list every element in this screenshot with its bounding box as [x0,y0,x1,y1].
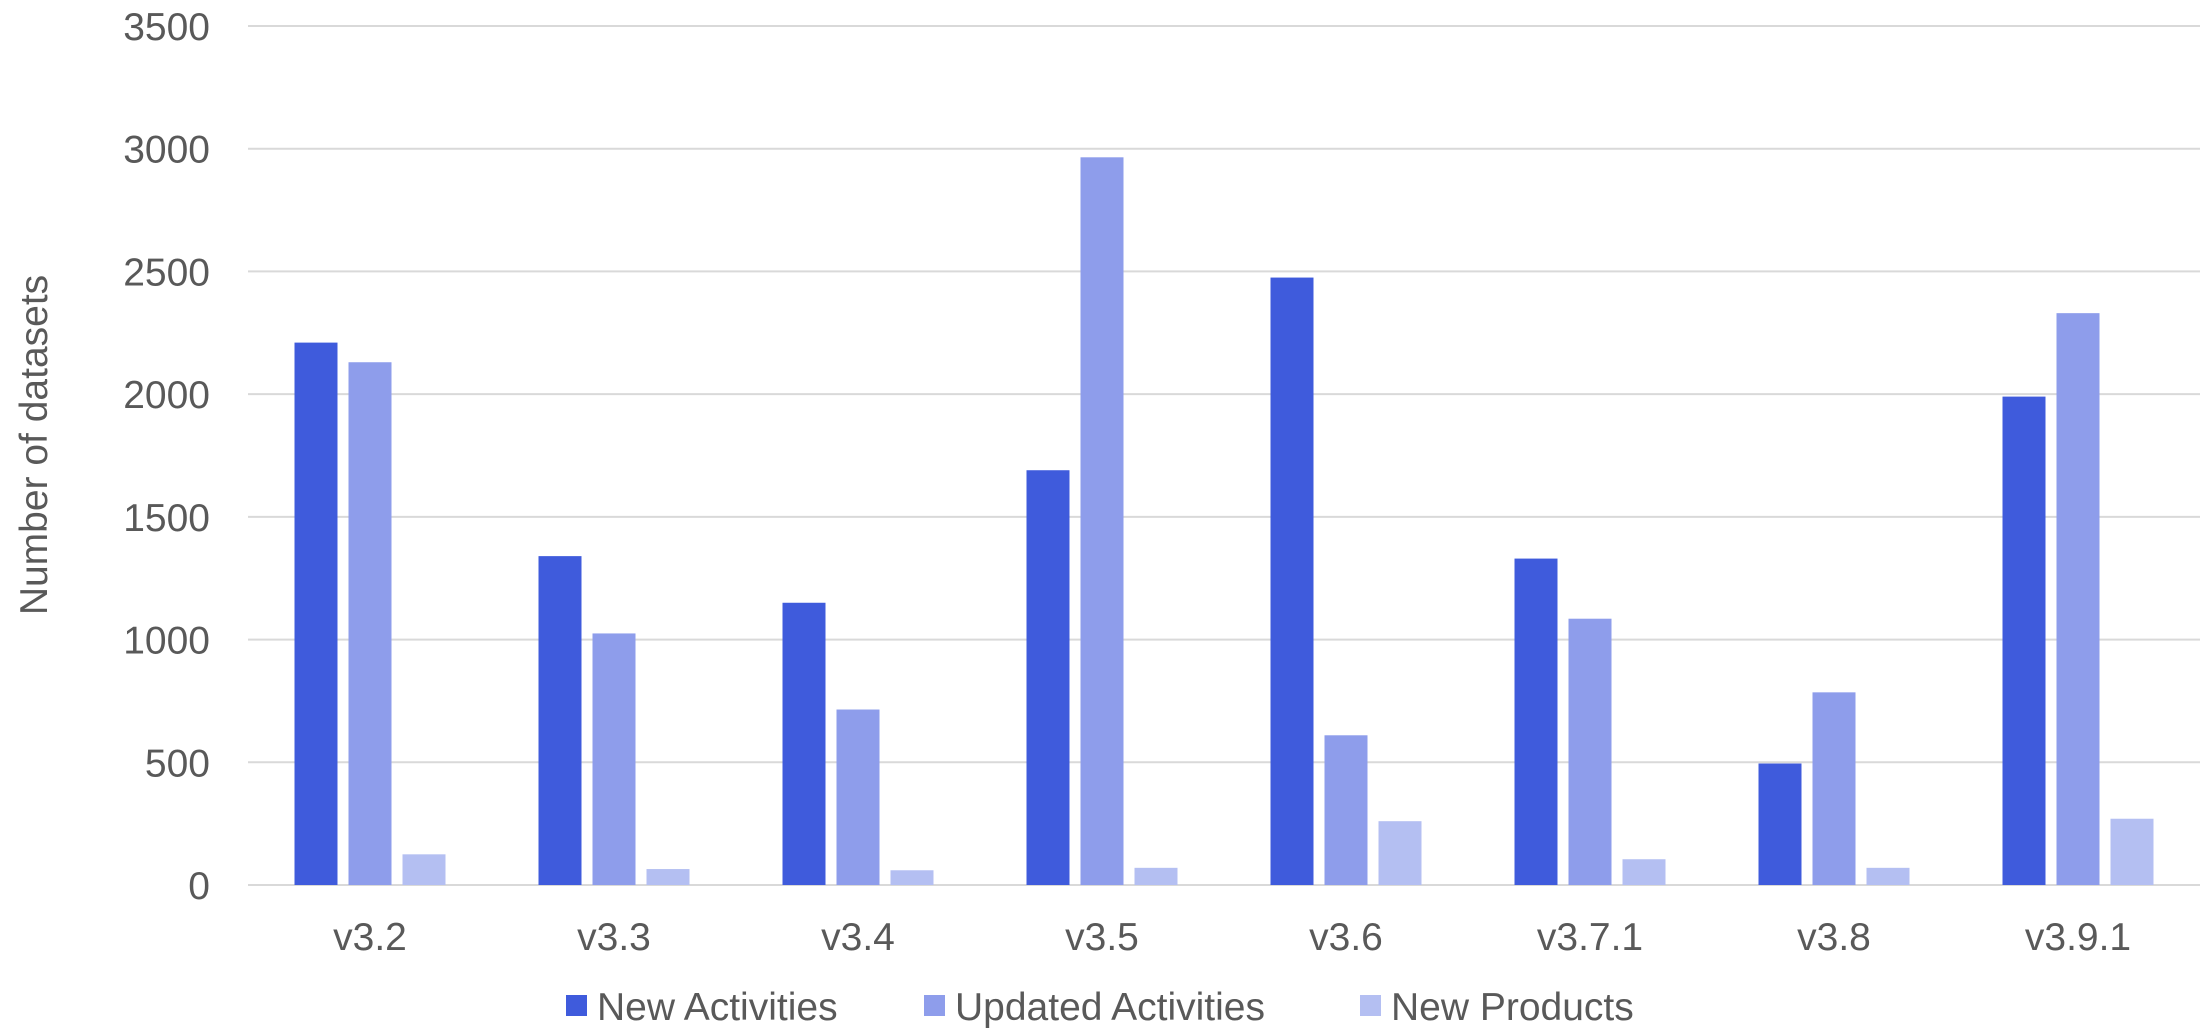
x-tick-label: v3.3 [577,916,651,959]
legend-swatch [924,995,945,1016]
bar-new-products [1134,867,1178,885]
x-tick-label: v3.6 [1309,916,1383,959]
bars [294,157,2154,885]
x-axis-ticks: v3.2 v3.3 v3.4 v3.5 v3.6 v3.7.1 v3.8 v3.9.1 [333,916,2131,959]
bar-new-activities [538,556,582,885]
legend-label: New Activities [597,986,838,1029]
bar-new-products [1622,859,1666,885]
legend-label: Updated Activities [955,986,1265,1029]
y-axis-ticks: 0 500 1000 1500 2000 2500 3000 3500 [123,6,210,908]
legend-swatch [1360,995,1381,1016]
bar-new-products [1866,867,1910,885]
bar-new-activities [1514,558,1558,885]
x-tick-label: v3.8 [1797,916,1871,959]
legend: New Activities Updated Activities New Prod… [566,986,1634,1029]
y-tick-label: 2000 [123,374,210,417]
bar-new-products [1378,821,1422,885]
legend-label: New Products [1391,986,1634,1029]
bar-new-activities [1758,763,1802,885]
y-tick-label: 1000 [123,620,210,663]
bar-new-activities [1026,470,1070,885]
y-tick-label: 500 [145,742,210,785]
bar-updated-activities [348,362,392,885]
x-tick-label: v3.5 [1065,916,1139,959]
bar-updated-activities [2056,313,2100,885]
bar-updated-activities [1324,735,1368,885]
bar-new-activities [294,342,338,885]
bar-updated-activities [1812,692,1856,885]
bar-new-activities [1270,277,1314,885]
y-tick-label: 3500 [123,6,210,49]
bar-new-products [646,869,690,885]
y-tick-label: 2500 [123,251,210,294]
bar-new-activities [782,602,826,885]
x-tick-label: v3.9.1 [2025,916,2131,959]
bar-updated-activities [836,709,880,885]
bar-new-products [2110,818,2154,885]
bar-updated-activities [1080,157,1124,885]
y-tick-label: 0 [188,865,210,908]
y-tick-label: 3000 [123,129,210,172]
bar-new-products [402,854,446,885]
bar-updated-activities [1568,618,1612,885]
x-tick-label: v3.7.1 [1537,916,1643,959]
x-tick-label: v3.2 [333,916,407,959]
bar-updated-activities [592,633,636,885]
legend-swatch [566,995,587,1016]
y-axis-title: Number of datasets [13,275,56,615]
bar-new-products [890,870,934,885]
bar-new-activities [2002,396,2046,885]
x-tick-label: v3.4 [821,916,895,959]
y-tick-label: 1500 [123,497,210,540]
